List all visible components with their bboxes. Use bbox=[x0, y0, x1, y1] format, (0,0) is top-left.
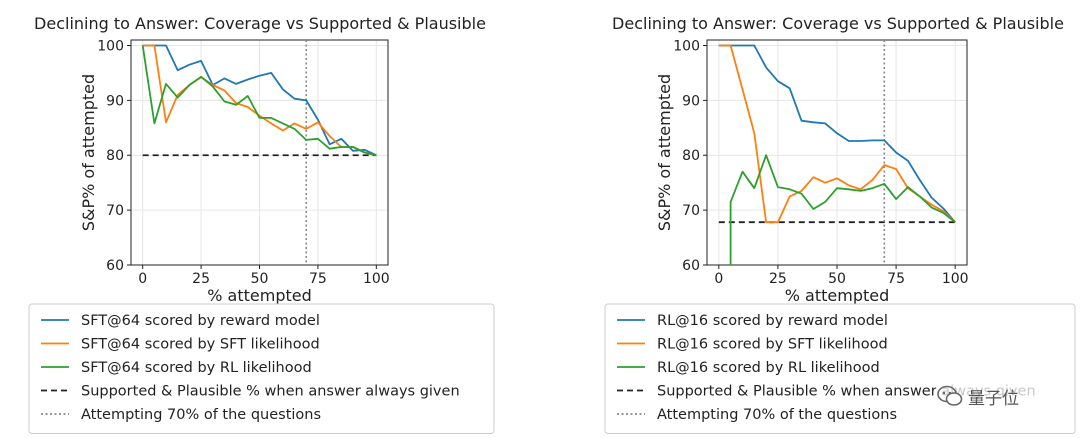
y-axis-label: S&P% of attempted bbox=[79, 74, 98, 231]
series-line-1 bbox=[718, 44, 956, 223]
legend-label: Attempting 70% of the questions bbox=[81, 407, 321, 423]
x-tick-label: 0 bbox=[138, 271, 147, 287]
y-tick-label: 60 bbox=[106, 258, 124, 274]
chart-title: Declining to Answer: Coverage vs Support… bbox=[612, 14, 1064, 33]
plot-area bbox=[141, 40, 377, 265]
y-tick-label: 100 bbox=[673, 38, 700, 54]
y-tick-label: 80 bbox=[106, 148, 124, 164]
legend-label: SFT@64 scored by reward model bbox=[81, 313, 320, 329]
x-tick-label: 25 bbox=[769, 271, 787, 287]
legend: RL@16 scored by reward model RL@16 scored… bbox=[604, 303, 1076, 434]
x-axis-label: % attempted bbox=[207, 286, 312, 305]
series-line-1 bbox=[142, 44, 377, 157]
x-axis-label: % attempted bbox=[785, 286, 890, 305]
legend-label: RL@16 scored by RL likelihood bbox=[657, 360, 880, 376]
x-tick-label: 25 bbox=[192, 271, 210, 287]
x-tick-label: 100 bbox=[363, 271, 390, 287]
y-axis-label: S&P% of attempted bbox=[655, 74, 674, 231]
y-tick-label: 100 bbox=[97, 38, 124, 54]
legend-label: Supported & Plausible % when answer alwa… bbox=[81, 384, 460, 400]
watermark-text: 量子位 bbox=[968, 388, 1019, 409]
x-tick-label: 50 bbox=[251, 271, 269, 287]
legend-label: RL@16 scored by reward model bbox=[657, 313, 888, 329]
x-tick-label: 75 bbox=[887, 271, 905, 287]
y-tick-label: 90 bbox=[106, 93, 124, 109]
y-tick-label: 80 bbox=[682, 148, 700, 164]
watermark: 量子位 bbox=[936, 381, 1054, 411]
chart-right: 0 25 50 75 100 60 70 80 90 100 Declining to Answer… bbox=[604, 14, 1076, 434]
x-tick-label: 75 bbox=[309, 271, 327, 287]
wechat-icon bbox=[937, 385, 963, 406]
legend-label: Attempting 70% of the questions bbox=[657, 407, 897, 423]
chart-left: 0 25 50 75 100 60 70 80 90 100 Declining to Answer… bbox=[28, 14, 495, 434]
series-line-3 bbox=[729, 154, 956, 265]
y-tick-label: 60 bbox=[682, 258, 700, 274]
series-line-3 bbox=[141, 45, 377, 157]
x-tick-label: 50 bbox=[828, 271, 846, 287]
legend: SFT@64 scored by reward model SFT@64 scor… bbox=[28, 303, 495, 434]
chart-title: Declining to Answer: Coverage vs Support… bbox=[34, 14, 486, 33]
legend-label: RL@16 scored by SFT likelihood bbox=[657, 337, 888, 353]
legend-label: SFT@64 scored by RL likelihood bbox=[81, 360, 312, 376]
x-tick-label: 0 bbox=[714, 271, 723, 287]
y-tick-label: 70 bbox=[106, 203, 124, 219]
y-tick-label: 70 bbox=[682, 203, 700, 219]
y-tick-label: 90 bbox=[682, 93, 700, 109]
legend-label: SFT@64 scored by SFT likelihood bbox=[81, 337, 320, 353]
series-line-2 bbox=[142, 44, 377, 157]
legend-frame bbox=[28, 303, 495, 434]
x-tick-label: 100 bbox=[942, 271, 969, 287]
plot-area bbox=[718, 40, 956, 265]
